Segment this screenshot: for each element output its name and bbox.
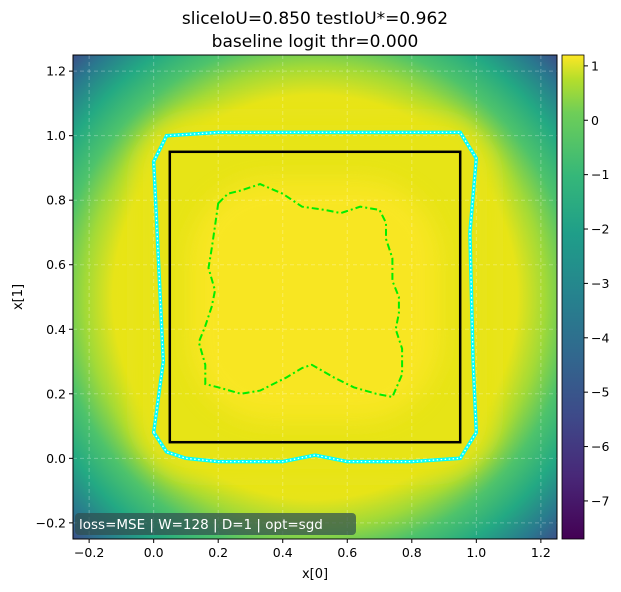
- true-square-outline: [168, 150, 462, 444]
- chart-title-line-1: sliceIoU=0.850 testIoU*=0.962: [182, 9, 448, 29]
- colorbar-tick-label: −7: [591, 493, 609, 508]
- y-tick-label: 0.8: [46, 193, 66, 208]
- colorbar-tick-label: 0: [591, 113, 599, 128]
- heatmap-core: [190, 180, 440, 420]
- colorbar-tick-label: −3: [591, 276, 609, 291]
- annotation-text: loss=MSE | W=128 | D=1 | opt=sgd: [79, 517, 323, 533]
- y-tick-label: 1.0: [46, 128, 66, 143]
- colorbar: 1 0 −1 −2 −3 −4 −5 −6 −7: [561, 54, 609, 540]
- x-axis-label: x[0]: [302, 567, 328, 582]
- x-tick-label: 1.2: [531, 545, 551, 560]
- colorbar-tick-label: −4: [591, 330, 609, 345]
- colorbar-tick-label: 1: [591, 58, 599, 73]
- x-tick-label: 1.0: [466, 545, 486, 560]
- colorbar-tick-label: −2: [591, 222, 609, 237]
- colorbar-tick-label: −6: [591, 439, 609, 454]
- x-tick-label: 0.0: [144, 545, 164, 560]
- y-tick-label: −0.2: [36, 515, 66, 530]
- x-tick-label: −0.2: [74, 545, 104, 560]
- x-tick-label: 0.6: [337, 545, 357, 560]
- colorbar-gradient: [561, 54, 585, 540]
- x-tick-label: 0.8: [402, 545, 422, 560]
- heatmap-area: [73, 55, 557, 539]
- x-tick-label: 0.2: [208, 545, 228, 560]
- annotation-box: loss=MSE | W=128 | D=1 | opt=sgd: [75, 513, 356, 535]
- y-axis: −0.2 0.0 0.2 0.4 0.6 0.8 1.0 1.2: [36, 64, 73, 530]
- y-tick-label: 1.2: [46, 64, 66, 79]
- plot-frame: [72, 54, 558, 540]
- y-axis-label: x[1]: [11, 284, 26, 310]
- y-tick-label: 0.2: [46, 386, 66, 401]
- colorbar-tick-label: −5: [591, 385, 609, 400]
- x-tick-label: 0.4: [273, 545, 293, 560]
- y-tick-label: 0.4: [46, 322, 66, 337]
- chart-title-line-2: baseline logit thr=0.000: [212, 32, 419, 52]
- colorbar-tick-label: −1: [591, 167, 609, 182]
- slice-contour: [197, 183, 404, 399]
- threshold-contour-dots: [153, 131, 477, 463]
- y-tick-label: 0.6: [46, 257, 66, 272]
- colorbar-ticks: 1 0 −1 −2 −3 −4 −5 −6 −7: [584, 58, 609, 508]
- y-tick-label: 0.0: [46, 451, 66, 466]
- x-axis: −0.2 0.0 0.2 0.4 0.6 0.8 1.0 1.2: [74, 539, 551, 560]
